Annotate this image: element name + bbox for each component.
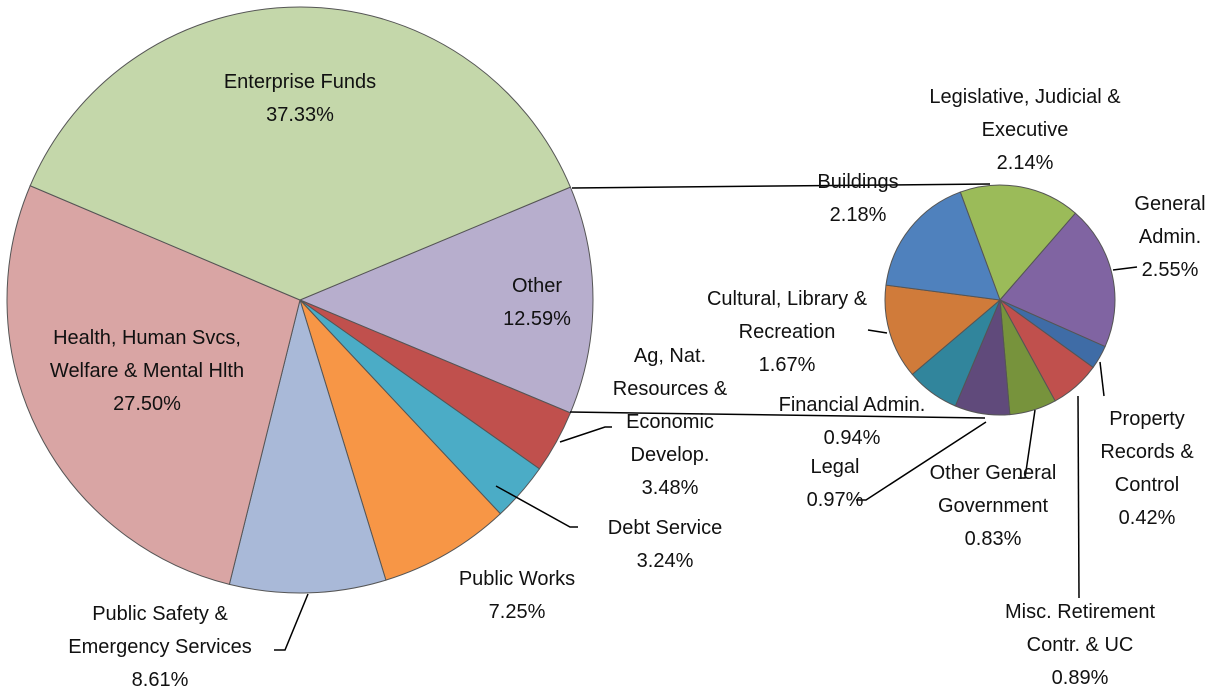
leader: [274, 593, 309, 651]
pie-slice: [6, 185, 301, 585]
category-label: Financial Admin.: [778, 394, 926, 416]
value-label: 0.83%: [964, 528, 1022, 550]
value-label: 12.59%: [503, 308, 571, 330]
leader: [1018, 409, 1036, 479]
slice-label: Debt Service 3.24%: [590, 512, 740, 578]
leader: [559, 426, 612, 443]
leader: [1112, 266, 1138, 271]
value-label: 8.61%: [131, 669, 189, 691]
slice-label: Other General Government 0.83%: [928, 457, 1058, 556]
value-label: 27.50%: [113, 393, 181, 415]
value-label: 37.33%: [266, 104, 334, 126]
connector: [569, 411, 986, 419]
leader: [495, 485, 578, 528]
pie-slice: [29, 6, 572, 301]
slice-label: Financial Admin. 0.94%: [752, 389, 952, 455]
category-label: General Admin.: [1134, 193, 1206, 248]
value-label: 3.24%: [636, 550, 694, 572]
category-label: Other: [511, 275, 563, 297]
slice-label: Other 12.59%: [487, 270, 587, 336]
slice-label: Property Records & Control 0.42%: [1097, 403, 1197, 535]
category-label: Legal: [810, 456, 860, 478]
value-label: 3.48%: [641, 477, 699, 499]
category-label: Public Works: [458, 568, 576, 590]
slice-label: Ag, Nat. Resources & Economic Develop. 3.…: [613, 340, 728, 505]
value-label: 2.14%: [996, 152, 1054, 174]
category-label: Misc. Retirement Contr. & UC: [1004, 601, 1156, 656]
category-label: Ag, Nat. Resources & Economic Develop.: [612, 345, 728, 466]
slice-label: Public Works 7.25%: [442, 563, 592, 629]
category-label: Other General Government: [929, 462, 1057, 517]
pie-slice: [885, 191, 1001, 301]
category-label: Health, Human Svcs, Welfare & Mental Hlt…: [49, 327, 245, 382]
value-label: 0.97%: [806, 489, 864, 511]
slice-label: Legal 0.97%: [795, 451, 875, 517]
slice-label: Cultural, Library & Recreation 1.67%: [692, 283, 882, 382]
pie-slice: [999, 212, 1116, 348]
category-label: Enterprise Funds: [223, 71, 377, 93]
pie-slice: [884, 284, 1002, 376]
slice-label: Buildings 2.18%: [803, 166, 913, 232]
value-label: 7.25%: [488, 601, 546, 623]
value-label: 0.89%: [1051, 667, 1109, 689]
category-label: Cultural, Library & Recreation: [706, 288, 868, 343]
leader: [1099, 361, 1105, 397]
slice-label: Legislative, Judicial & Executive 2.14%: [905, 81, 1145, 180]
category-label: Property Records & Control: [1100, 408, 1194, 496]
slice-label: Public Safety & Emergency Services 8.61%: [65, 598, 255, 692]
value-label: 2.18%: [829, 204, 887, 226]
pie-slice: [228, 298, 387, 594]
pie-slice: [299, 299, 502, 581]
value-label: 1.67%: [758, 354, 816, 376]
value-label: 0.42%: [1118, 507, 1176, 529]
slice-label: Misc. Retirement Contr. & UC 0.89%: [980, 596, 1180, 692]
value-label: 2.55%: [1141, 259, 1199, 281]
category-label: Public Safety & Emergency Services: [68, 603, 252, 658]
connector: [571, 183, 991, 189]
category-label: Buildings: [817, 171, 899, 193]
slice-label: General Admin. 2.55%: [1125, 188, 1215, 287]
slice-label: Health, Human Svcs, Welfare & Mental Hlt…: [35, 322, 260, 421]
value-label: 0.94%: [823, 427, 881, 449]
pie-slice: [959, 184, 1077, 301]
category-label: Legislative, Judicial & Executive: [929, 86, 1121, 141]
leader: [856, 421, 987, 501]
slice-label: Enterprise Funds 37.33%: [200, 66, 400, 132]
leader: [1077, 395, 1080, 599]
pie-slice: [298, 186, 594, 414]
category-label: Debt Service: [607, 517, 723, 539]
leader-lines: [274, 183, 1138, 651]
leader: [867, 329, 888, 334]
